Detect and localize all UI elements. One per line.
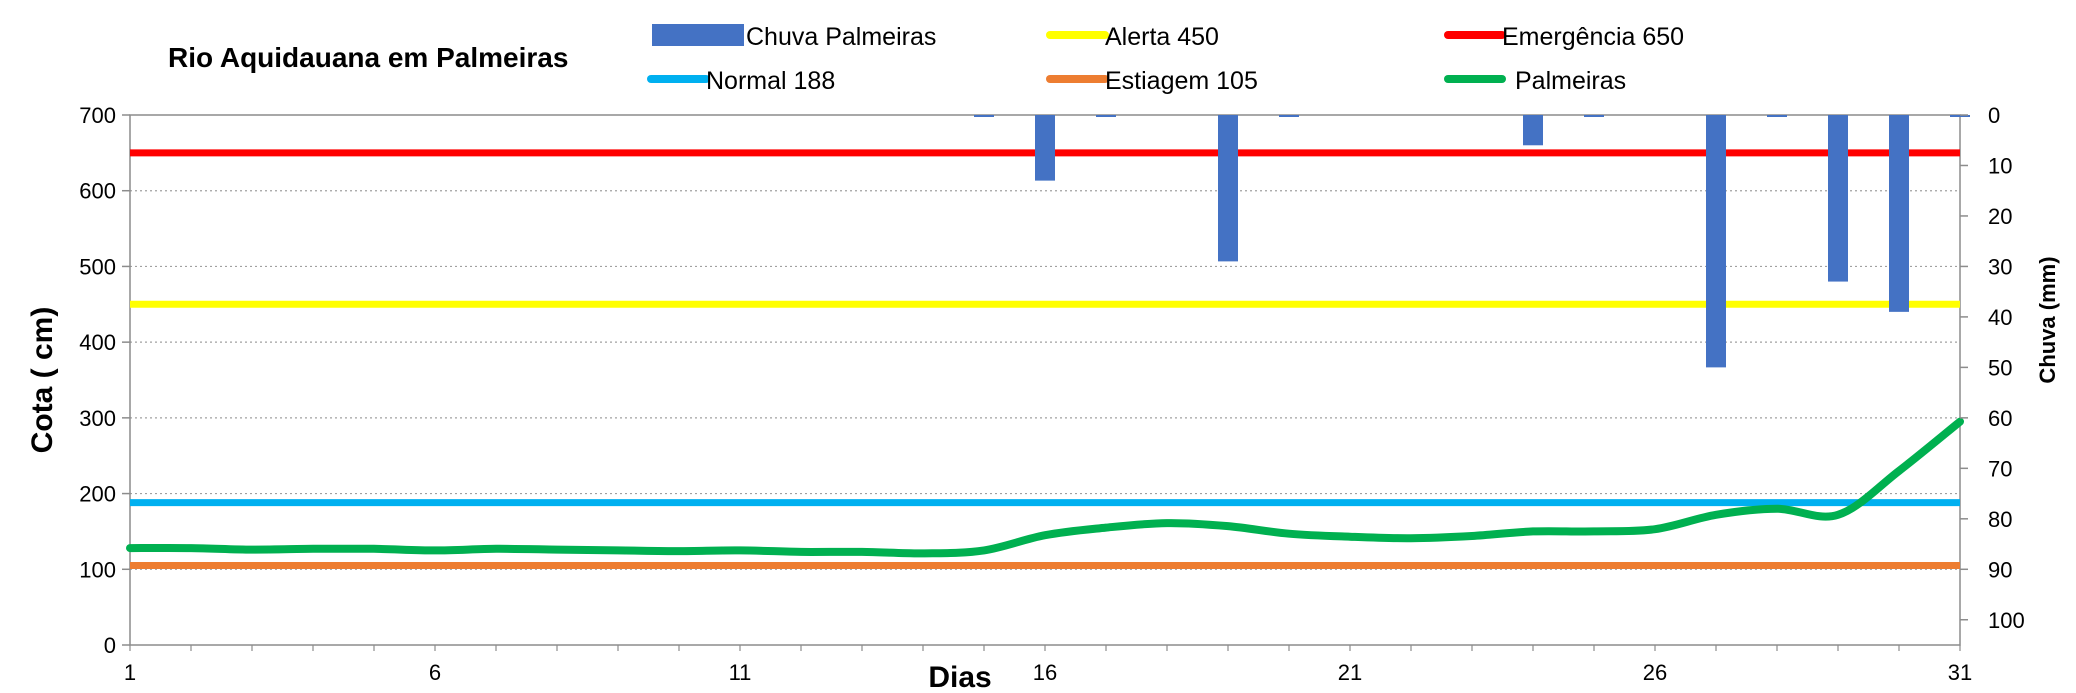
y-tick-label: 100 bbox=[79, 557, 116, 582]
y2-tick-label: 30 bbox=[1988, 254, 2012, 279]
y-tick-label: 600 bbox=[79, 179, 116, 204]
y-tick-label: 500 bbox=[79, 254, 116, 279]
y-tick-label: 700 bbox=[79, 103, 116, 128]
x-tick-label: 6 bbox=[429, 660, 441, 685]
legend: Chuva Palmeiras Alerta 450 Emergência 65… bbox=[647, 23, 1684, 95]
legend-label-alerta: Alerta 450 bbox=[1105, 23, 1219, 51]
legend-swatch-chuva bbox=[652, 24, 744, 46]
y2-tick-label: 80 bbox=[1988, 507, 2012, 532]
rain-bar bbox=[974, 115, 994, 117]
rain-bar bbox=[1279, 115, 1299, 117]
x-tick-label: 16 bbox=[1033, 660, 1057, 685]
chart-title: Rio Aquidauana em Palmeiras bbox=[168, 42, 568, 73]
rain-bar bbox=[1096, 115, 1116, 117]
series-line-palmeiras bbox=[126, 417, 1964, 558]
y2-tick-label: 100 bbox=[1988, 608, 2025, 633]
legend-label-chuva: Chuva Palmeiras bbox=[746, 23, 936, 51]
y2-tick-label: 70 bbox=[1988, 456, 2012, 481]
x-tick-label: 31 bbox=[1948, 660, 1972, 685]
rain-bar bbox=[1218, 115, 1238, 262]
y2-tick-label: 60 bbox=[1988, 406, 2012, 431]
bottom-axis: 1 6 11 16 21 26 31 bbox=[124, 645, 1972, 685]
y2-tick-label: 40 bbox=[1988, 305, 2012, 330]
legend-label-estiagem: Estiagem 105 bbox=[1105, 67, 1258, 95]
series-lines bbox=[126, 417, 1964, 558]
y-tick-label: 200 bbox=[79, 482, 116, 507]
y2-tick-label: 10 bbox=[1988, 153, 2012, 178]
y-tick-label: 400 bbox=[79, 330, 116, 355]
right-axis: 0 10 20 30 40 50 60 70 80 90 100 bbox=[1960, 103, 2025, 633]
y2-tick-label: 50 bbox=[1988, 355, 2012, 380]
y2-tick-label: 90 bbox=[1988, 557, 2012, 582]
reference-lines bbox=[130, 149, 1960, 569]
rain-bar bbox=[1767, 115, 1787, 117]
x-tick-label: 21 bbox=[1338, 660, 1362, 685]
rain-bar bbox=[1706, 115, 1726, 368]
x-tick-label: 26 bbox=[1643, 660, 1667, 685]
rain-bar bbox=[1523, 115, 1543, 146]
rain-bar bbox=[1889, 115, 1909, 312]
x-axis-title: Dias bbox=[928, 661, 991, 693]
rain-bar bbox=[1584, 115, 1604, 117]
legend-label-normal: Normal 188 bbox=[706, 67, 835, 95]
rain-bar bbox=[1950, 115, 1970, 117]
y-axis-title: Cota ( cm) bbox=[26, 307, 59, 454]
y-tick-label: 0 bbox=[104, 633, 116, 658]
y-tick-label: 300 bbox=[79, 406, 116, 431]
left-axis: 0 100 200 300 400 500 600 700 bbox=[79, 103, 130, 658]
y2-tick-label: 0 bbox=[1988, 103, 2000, 128]
legend-label-emergencia: Emergência 650 bbox=[1502, 23, 1684, 51]
y2-axis-title: Chuva (mm) bbox=[2035, 256, 2060, 383]
rain-bars bbox=[974, 115, 1970, 368]
rain-bar bbox=[1828, 115, 1848, 282]
y2-tick-label: 20 bbox=[1988, 204, 2012, 229]
legend-label-palmeiras: Palmeiras bbox=[1515, 67, 1626, 95]
x-tick-label: 1 bbox=[124, 660, 136, 685]
rain-bar bbox=[1035, 115, 1055, 181]
x-tick-label: 11 bbox=[729, 660, 752, 685]
gridlines bbox=[130, 190, 1960, 570]
